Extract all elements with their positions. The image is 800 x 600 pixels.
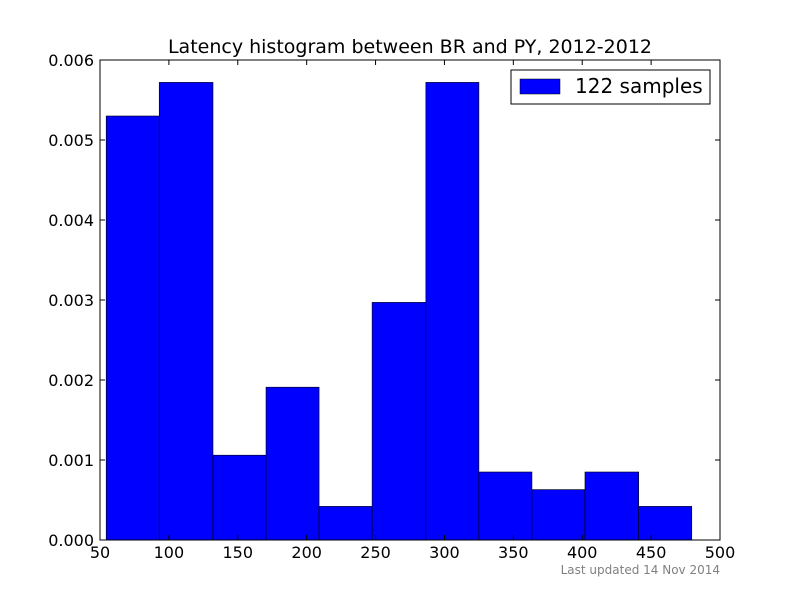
histogram-bar-2	[158, 82, 214, 541]
y-tick-label-0.002: 0.002	[48, 371, 94, 390]
x-tick-label-150: 150	[223, 543, 254, 562]
histogram-bar-9	[531, 489, 586, 541]
legend-swatch	[519, 78, 561, 95]
x-tick-label-300: 300	[429, 543, 460, 562]
legend: 122 samples	[510, 69, 711, 105]
y-tick-label-0.001: 0.001	[48, 451, 94, 470]
y-tick-label-0.003: 0.003	[48, 291, 94, 310]
histogram-bar-7	[425, 82, 480, 541]
x-tick-label-500: 500	[705, 543, 736, 562]
x-tick-label-350: 350	[498, 543, 529, 562]
x-tick-label-450: 450	[636, 543, 667, 562]
y-tick-label-0.006: 0.006	[48, 51, 94, 70]
bars-group	[105, 82, 693, 541]
histogram-bar-8	[478, 471, 533, 541]
x-tick-label-400: 400	[567, 543, 598, 562]
histogram-bar-1	[105, 115, 160, 541]
histogram-bar-10	[584, 471, 640, 541]
plot-frame	[99, 59, 721, 541]
histogram-bar-3	[212, 454, 267, 541]
last-updated-footer: Last updated 14 Nov 2014	[561, 563, 720, 577]
histogram-bar-6	[371, 302, 427, 541]
x-tick-label-100: 100	[154, 543, 185, 562]
y-tick-label-0.005: 0.005	[48, 131, 94, 150]
histogram-bar-11	[638, 506, 693, 541]
y-tick-label-0.000: 0.000	[48, 531, 94, 550]
chart-title: Latency histogram between BR and PY, 201…	[168, 36, 652, 58]
histogram-bar-5	[318, 506, 373, 541]
x-tick-label-200: 200	[291, 543, 322, 562]
ticks-group: 50 100 150 200 250 300 350 400 450 500 0.000 0.001 0…	[48, 51, 735, 562]
legend-label: 122 samples	[575, 74, 703, 98]
y-tick-label-0.004: 0.004	[48, 211, 94, 230]
x-tick-label-250: 250	[360, 543, 391, 562]
histogram-bar-4	[265, 386, 320, 541]
x-tick-label-50: 50	[90, 543, 110, 562]
